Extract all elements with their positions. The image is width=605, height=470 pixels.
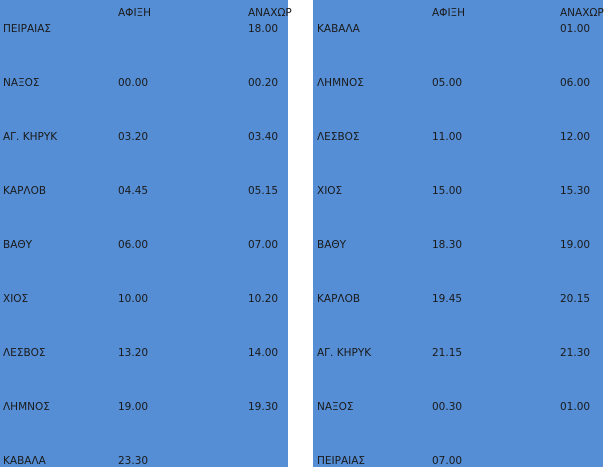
cell-port: ΑΓ. ΚΗΡΥΚ xyxy=(3,131,58,143)
cell-arrival: 19.45 xyxy=(432,293,463,305)
cell-port: ΒΑΘΥ xyxy=(317,239,347,251)
cell-arrival: 00.30 xyxy=(432,401,463,413)
cell-departure: 01.00 xyxy=(560,401,591,413)
cell-departure: 18.00 xyxy=(248,23,279,35)
cell-port: ΧΙΟΣ xyxy=(3,293,29,305)
header-arrival: ΑΦΙΞΗ xyxy=(118,7,152,19)
cell-departure: 19.30 xyxy=(248,401,279,413)
cell-arrival: 19.00 xyxy=(118,401,149,413)
cell-departure: 21.30 xyxy=(560,347,591,359)
cell-port: ΛΕΣΒΟΣ xyxy=(3,347,46,359)
cell-arrival: 15.00 xyxy=(432,185,463,197)
cell-arrival: 11.00 xyxy=(432,131,463,143)
schedule-table-return: ΑΦΙΞΗ ΑΝΑΧΩΡ ΚΑΒΑΛΑ 01.00 ΛΗΜΝΟΣ 05.00 06.00 ΛΕ… xyxy=(313,0,604,467)
cell-port: ΛΗΜΝΟΣ xyxy=(3,401,50,413)
cell-departure: 14.00 xyxy=(248,347,279,359)
cell-arrival: 00.00 xyxy=(118,77,149,89)
cell-port: ΒΑΘΥ xyxy=(3,239,33,251)
cell-arrival: 21.15 xyxy=(432,347,463,359)
cell-departure: 19.00 xyxy=(560,239,591,251)
cell-arrival: 06.00 xyxy=(118,239,149,251)
cell-departure: 20.15 xyxy=(560,293,591,305)
cell-arrival: 07.00 xyxy=(432,455,463,467)
cell-departure: 07.00 xyxy=(248,239,279,251)
cell-arrival: 18.30 xyxy=(432,239,463,251)
cell-departure: 01.00 xyxy=(560,23,591,35)
header-departure: ΑΝΑΧΩΡ xyxy=(560,7,604,19)
cell-port: ΧΙΟΣ xyxy=(317,185,343,197)
cell-departure: 12.00 xyxy=(560,131,591,143)
cell-departure: 10.20 xyxy=(248,293,279,305)
schedule-table-outbound: ΑΦΙΞΗ ΑΝΑΧΩΡ ΠΕΙΡΑΙΑΣ 18.00 ΝΑΞΟΣ 00.00 00.20 Α… xyxy=(0,0,292,467)
cell-arrival: 05.00 xyxy=(432,77,463,89)
cell-port: ΠΕΙΡΑΙΑΣ xyxy=(317,455,366,467)
header-departure: ΑΝΑΧΩΡ xyxy=(248,7,292,19)
cell-arrival: 10.00 xyxy=(118,293,149,305)
header-arrival: ΑΦΙΞΗ xyxy=(432,7,466,19)
cell-port: ΑΓ. ΚΗΡΥΚ xyxy=(317,347,372,359)
cell-port: ΝΑΞΟΣ xyxy=(3,77,40,89)
cell-port: ΚΑΡΛΟΒ xyxy=(317,293,361,305)
cell-port: ΚΑΒΑΛΑ xyxy=(317,23,360,35)
cell-arrival: 13.20 xyxy=(118,347,149,359)
cell-port: ΚΑΡΛΟΒ xyxy=(3,185,47,197)
cell-departure: 06.00 xyxy=(560,77,591,89)
cell-port: ΝΑΞΟΣ xyxy=(317,401,354,413)
cell-port: ΛΕΣΒΟΣ xyxy=(317,131,360,143)
cell-arrival: 04.45 xyxy=(118,185,149,197)
cell-departure: 00.20 xyxy=(248,77,279,89)
cell-port: ΠΕΙΡΑΙΑΣ xyxy=(3,23,52,35)
cell-departure: 05.15 xyxy=(248,185,279,197)
cell-arrival: 23.30 xyxy=(118,455,149,467)
cell-departure: 03.40 xyxy=(248,131,279,143)
cell-port: ΛΗΜΝΟΣ xyxy=(317,77,364,89)
cell-departure: 15.30 xyxy=(560,185,591,197)
cell-arrival: 03.20 xyxy=(118,131,149,143)
cell-port: ΚΑΒΑΛΑ xyxy=(3,455,46,467)
